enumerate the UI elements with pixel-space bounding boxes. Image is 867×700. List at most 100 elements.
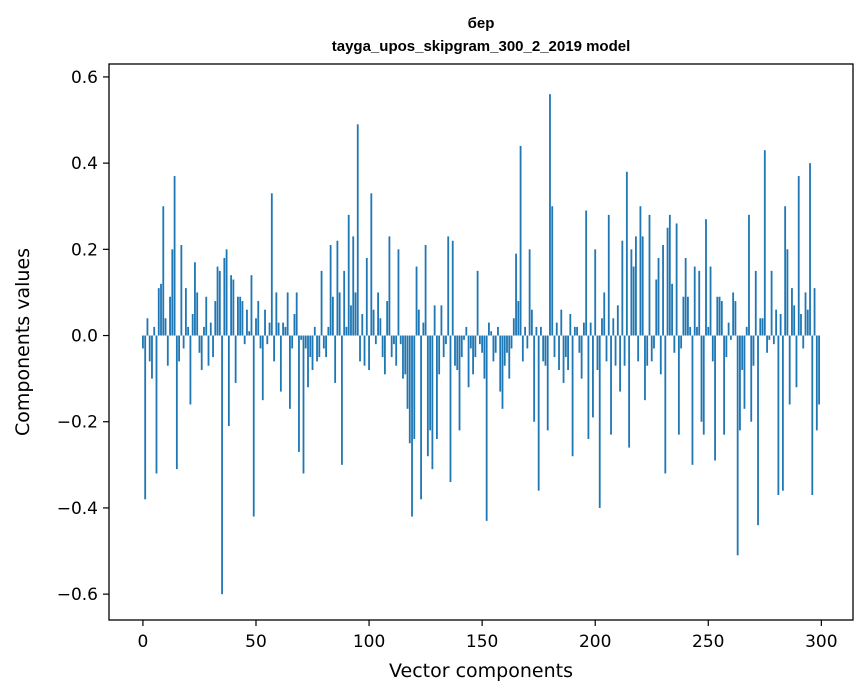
bar [587, 335, 590, 439]
bar [494, 335, 497, 353]
y-tick-label: 0.6 [71, 68, 98, 88]
bar [748, 214, 750, 336]
bar [304, 335, 307, 349]
bar [718, 296, 721, 336]
bar [322, 335, 325, 349]
bar [811, 335, 814, 495]
bar [705, 219, 707, 336]
bar [361, 313, 364, 336]
bar [182, 335, 185, 349]
bar [164, 318, 167, 336]
bar [399, 335, 402, 345]
bar [395, 335, 398, 366]
bar [754, 270, 757, 336]
bar [386, 301, 389, 336]
bar [148, 335, 151, 362]
bar [537, 335, 540, 491]
bar [809, 163, 811, 336]
bar [284, 326, 287, 336]
bar [463, 335, 465, 340]
bar [476, 270, 479, 336]
bar [806, 309, 809, 336]
bar [216, 266, 219, 336]
bar [343, 270, 346, 336]
bar [234, 335, 237, 383]
bar [449, 335, 452, 483]
bar [696, 326, 698, 336]
bar [535, 326, 538, 336]
bar [151, 335, 153, 379]
bar [555, 322, 558, 336]
bar [372, 309, 375, 336]
bar [422, 322, 425, 336]
chart-title-model: tayga_upos_skipgram_300_2_2019 model [332, 38, 631, 55]
bar [279, 335, 282, 392]
bar [714, 335, 716, 461]
bar [666, 227, 669, 336]
bar [788, 335, 791, 405]
bar [162, 206, 165, 336]
bar [650, 335, 653, 362]
bar [270, 193, 273, 336]
bar [365, 257, 368, 336]
bar [417, 309, 420, 336]
bar [354, 292, 357, 336]
bar [467, 335, 470, 388]
bar [259, 335, 262, 349]
bar [562, 335, 565, 383]
bar [180, 245, 183, 336]
bar [605, 335, 608, 362]
bar [157, 288, 160, 336]
bar [490, 331, 493, 336]
plot-frame [108, 63, 854, 621]
bar [684, 257, 687, 336]
bar [282, 322, 285, 336]
bar [383, 335, 386, 375]
bar [571, 335, 574, 457]
bar [370, 193, 373, 336]
bar [442, 335, 445, 358]
bar [406, 335, 409, 409]
bar [474, 335, 477, 358]
bar [680, 335, 683, 349]
bar [440, 305, 443, 336]
bar [682, 296, 685, 336]
bar [582, 322, 585, 336]
bar [813, 288, 816, 336]
bar [225, 249, 228, 336]
bar [218, 270, 221, 336]
y-tick-label: 0.2 [71, 240, 98, 260]
bar [329, 245, 332, 336]
bar [298, 335, 300, 452]
bar [458, 335, 461, 431]
bar [564, 335, 567, 358]
bar [512, 318, 515, 336]
bar [802, 335, 805, 349]
bar [781, 335, 784, 491]
bar [621, 240, 624, 336]
bar [469, 335, 472, 349]
bar [390, 335, 393, 358]
bar [341, 335, 343, 465]
y-tick-label: −0.6 [57, 585, 98, 605]
bar [786, 249, 789, 336]
bar [286, 292, 289, 336]
bar [184, 288, 187, 336]
bar [573, 326, 576, 336]
bar [707, 326, 710, 336]
bar [580, 335, 583, 379]
x-tick-label: 300 [805, 632, 837, 652]
bar [551, 206, 554, 336]
bar [578, 335, 581, 353]
bar [711, 335, 714, 362]
bar [483, 335, 486, 379]
bar [687, 296, 689, 336]
bar [327, 326, 330, 336]
bar [445, 335, 447, 345]
bar [736, 335, 739, 556]
bar [700, 335, 703, 422]
bar [268, 322, 271, 336]
bar [815, 335, 818, 431]
bar [404, 335, 407, 375]
x-tick-label: 50 [245, 632, 267, 652]
